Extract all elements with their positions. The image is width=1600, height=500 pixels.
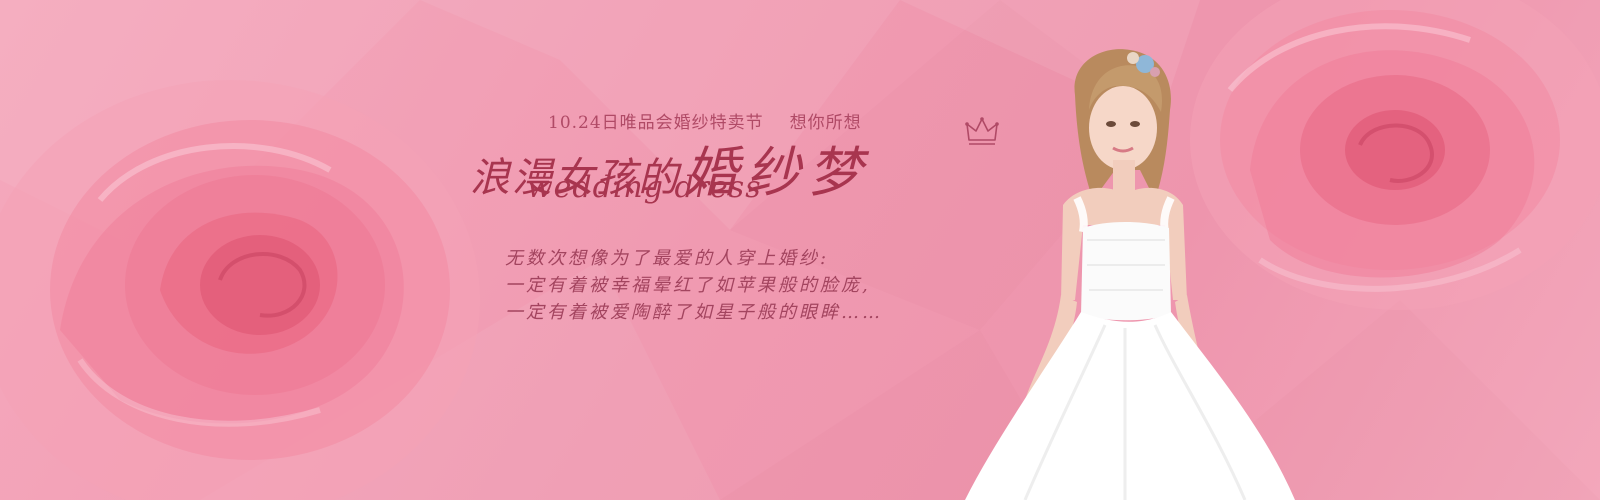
rose-left-image: [0, 80, 480, 500]
title-english: wedding dress: [527, 170, 762, 205]
poem-line-2: 一定有着被幸福晕红了如苹果般的脸庞,: [505, 275, 871, 296]
title-chinese: 浪漫女孩的婚纱梦: [470, 128, 870, 207]
promo-slogan: 想你所想: [789, 113, 862, 133]
promo-date-text: 10.24日唯品会婚纱特卖节: [548, 113, 764, 133]
poem-text: 无数次想像为了最爱的人穿上婚纱: 一定有着被幸福晕红了如苹果般的脸庞, 一定有着…: [505, 245, 883, 326]
title-cn-big: 婚纱梦: [684, 141, 870, 204]
poem-line-1: 无数次想像为了最爱的人穿上婚纱:: [505, 248, 830, 269]
promo-line: 10.24日唯品会婚纱特卖节 想你所想: [548, 108, 862, 133]
crown-icon: [965, 117, 999, 145]
poem-line-3: 一定有着被爱陶醉了如星子般的眼眸……: [505, 302, 883, 323]
bride-model-image: [965, 49, 1295, 500]
title-cn-small: 浪漫女孩的: [470, 155, 680, 201]
rose-right-image: [1190, 0, 1600, 310]
